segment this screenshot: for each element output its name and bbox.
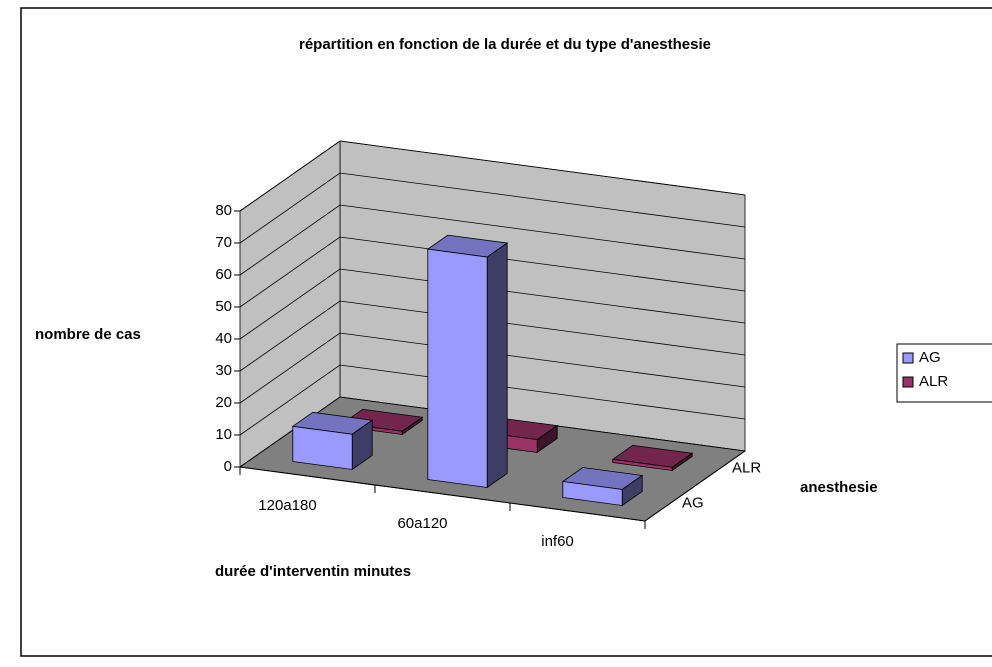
y-tick-label: 50 — [215, 298, 232, 315]
x-tick-label: 60a120 — [397, 515, 447, 532]
bar-side — [486, 242, 508, 489]
x-tick-label: 120a180 — [258, 497, 316, 514]
grid-line — [239, 172, 746, 244]
bar — [291, 411, 374, 471]
y-tick-label: 80 — [215, 202, 232, 219]
legend-swatch — [902, 376, 914, 388]
legend-label: AG — [919, 349, 941, 366]
grid-line — [239, 396, 746, 468]
y-axis-title: nombre de cas — [35, 326, 141, 343]
bar-front — [292, 425, 353, 470]
grid-line — [239, 300, 746, 372]
x-axis — [239, 466, 646, 522]
legend-label: ALR — [919, 373, 948, 390]
z-axis-title: anesthesie — [800, 479, 878, 496]
grid-line — [239, 364, 746, 436]
grid-line — [239, 332, 746, 404]
x-tick-label: inf60 — [541, 533, 574, 550]
z-axis — [644, 450, 746, 522]
x-axis-title: durée d'interventin minutes — [215, 563, 411, 580]
legend-swatch — [902, 352, 914, 364]
z-tick-label: ALR — [732, 459, 761, 476]
bar-front — [562, 481, 623, 506]
y-tick-label: 0 — [224, 458, 232, 475]
y-tick-label: 60 — [215, 266, 232, 283]
grid-line — [239, 140, 746, 212]
grid-line — [239, 204, 746, 276]
y-tick-label: 10 — [215, 426, 232, 443]
grid-line — [239, 236, 746, 308]
bar-front — [427, 248, 488, 488]
z-tick-label: AG — [682, 494, 704, 511]
chart-title: répartition en fonction de la durée et d… — [299, 36, 711, 53]
y-tick-label: 30 — [215, 362, 232, 379]
bar-front — [612, 458, 673, 471]
y-tick-label: 40 — [215, 330, 232, 347]
bar — [561, 467, 644, 507]
bar — [426, 234, 509, 489]
bar — [611, 444, 694, 472]
grid-line — [239, 268, 746, 340]
y-tick-label: 70 — [215, 234, 232, 251]
y-tick-label: 20 — [215, 394, 232, 411]
